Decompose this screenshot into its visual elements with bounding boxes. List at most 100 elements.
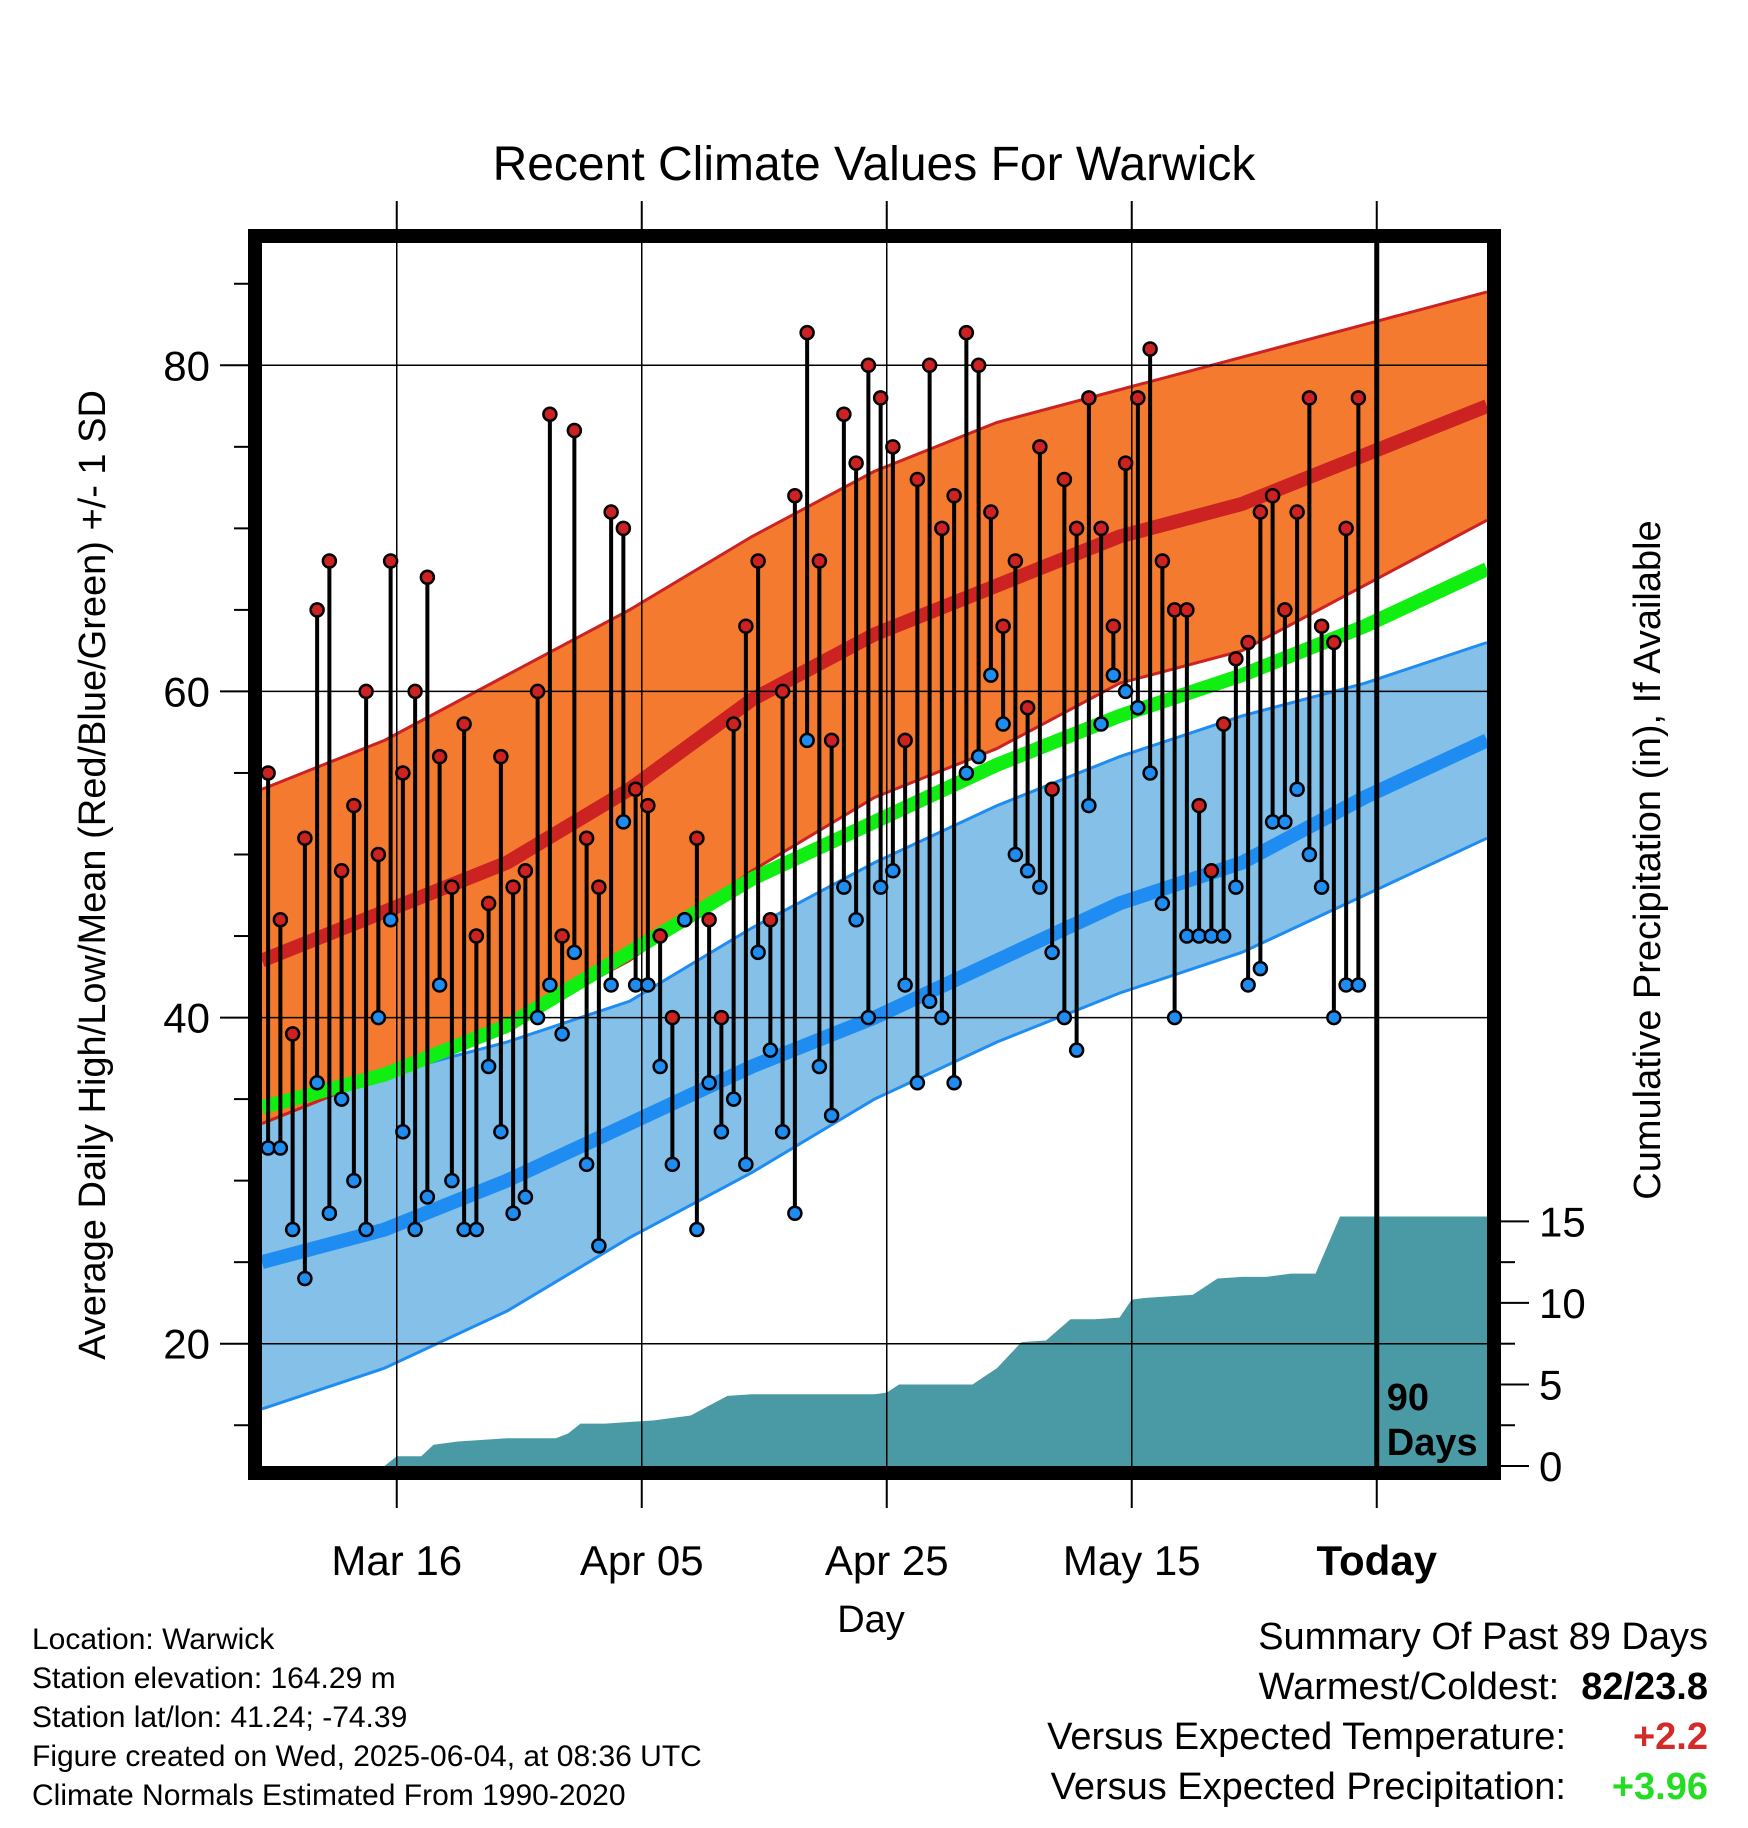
daily-high-point (860, 357, 877, 374)
daily-high-point (468, 928, 485, 944)
summary-panel: Summary Of Past 89 Days Warmest/Coldest:… (1047, 1612, 1708, 1812)
warm-cold-label: Warmest/Coldest: (1258, 1666, 1560, 1708)
daily-high-point (995, 618, 1011, 634)
daily-low-point (774, 1123, 791, 1140)
daily-high-point (1081, 390, 1097, 406)
daily-low-point (591, 1238, 607, 1254)
figure-created: Figure created on Wed, 2025-06-04, at 08… (32, 1740, 702, 1773)
today-days-number: 90 (1387, 1377, 1429, 1419)
daily-high-point (664, 1009, 681, 1026)
y2-tick-label: 5 (1539, 1361, 1562, 1408)
daily-low-point (566, 944, 583, 961)
daily-high-point (1252, 504, 1269, 520)
daily-low-point (615, 814, 632, 830)
x-tick-label: May 15 (1063, 1537, 1201, 1584)
daily-low-point (836, 879, 852, 895)
daily-low-point (480, 1058, 497, 1075)
daily-high-point (358, 683, 374, 700)
daily-high-point (872, 390, 889, 406)
daily-high-point (1191, 797, 1207, 814)
daily-high-point (1277, 602, 1293, 618)
daily-low-point (1252, 960, 1269, 977)
daily-low-point (529, 1009, 546, 1026)
daily-low-point (860, 1009, 877, 1026)
x-tick-label: Mar 16 (331, 1537, 462, 1584)
daily-low-point (909, 1075, 926, 1091)
daily-high-point (738, 618, 754, 634)
daily-low-point (921, 993, 938, 1010)
normals-period: Climate Normals Estimated From 1990-2020 (32, 1779, 626, 1812)
daily-high-point (1105, 618, 1122, 634)
daily-low-point (1166, 1009, 1183, 1026)
plot-frame (248, 229, 1501, 1480)
daily-high-point (774, 683, 791, 700)
daily-high-point (529, 683, 546, 700)
daily-low-point (284, 1221, 301, 1238)
daily-high-point (909, 471, 926, 488)
daily-high-point (983, 504, 999, 520)
temp-departure-value: +2.2 (1632, 1716, 1708, 1758)
daily-high-point (456, 716, 472, 732)
daily-high-point (713, 1009, 730, 1026)
daily-low-point (799, 732, 815, 749)
daily-low-point (1326, 1009, 1342, 1026)
daily-high-point (284, 1026, 301, 1042)
daily-high-point (701, 911, 717, 928)
daily-low-point (750, 944, 766, 961)
daily-low-point (419, 1189, 436, 1205)
daily-low-point (1007, 846, 1024, 863)
high-sd-band-upper-edge (261, 290, 1488, 791)
daily-low-point (725, 1091, 742, 1107)
y-tick-label: 80 (163, 342, 210, 389)
daily-high-point (272, 911, 289, 928)
daily-high-point (419, 569, 436, 586)
daily-high-point (395, 765, 411, 781)
daily-high-point (1142, 341, 1158, 357)
daily-low-point (1019, 863, 1036, 879)
x-tick-label: Today (1316, 1537, 1437, 1584)
daily-high-point (1301, 390, 1318, 406)
daily-low-point (885, 863, 901, 879)
daily-high-point (1179, 602, 1195, 618)
daily-low-point (811, 1058, 828, 1075)
daily-high-point (1068, 520, 1085, 537)
x-tick-label: Apr 25 (825, 1537, 949, 1584)
daily-high-point (725, 716, 742, 732)
daily-low-point (444, 1172, 460, 1189)
daily-high-point (1130, 390, 1146, 406)
daily-high-point (321, 553, 338, 569)
daily-low-point (1044, 944, 1060, 961)
daily-low-point (652, 1058, 668, 1075)
daily-high-point (970, 357, 987, 374)
daily-high-point (823, 732, 840, 749)
daily-low-point (1142, 765, 1158, 781)
daily-high-point (1350, 390, 1367, 406)
daily-high-point (333, 863, 350, 879)
daily-low-point (1313, 879, 1330, 895)
daily-low-point (554, 1026, 570, 1042)
daily-low-point (431, 977, 448, 993)
mean-normal-line (260, 562, 1490, 1115)
daily-high-point (848, 455, 864, 471)
daily-high-point (1044, 781, 1060, 798)
daily-high-point (407, 683, 423, 700)
daily-high-point (1326, 634, 1342, 651)
daily-high-point (1056, 471, 1073, 488)
daily-low-point (970, 748, 987, 765)
daily-low-point (738, 1156, 754, 1173)
daily-high-point (297, 830, 313, 846)
daily-low-point (358, 1221, 374, 1238)
summary-heading: Summary Of Past 89 Days (1258, 1616, 1708, 1658)
daily-low-point (1093, 716, 1109, 732)
daily-high-point (652, 928, 668, 944)
daily-high-point (897, 732, 913, 749)
daily-low-point (934, 1009, 950, 1026)
daily-low-point (1277, 814, 1293, 830)
station-location: Location: Warwick (32, 1623, 275, 1656)
today-days-word: Days (1387, 1422, 1478, 1464)
daily-high-point (370, 846, 387, 863)
daily-low-point (1056, 1009, 1073, 1026)
daily-high-point (958, 324, 975, 341)
x-tick-label: Apr 05 (580, 1537, 704, 1584)
daily-low-point (346, 1172, 362, 1189)
